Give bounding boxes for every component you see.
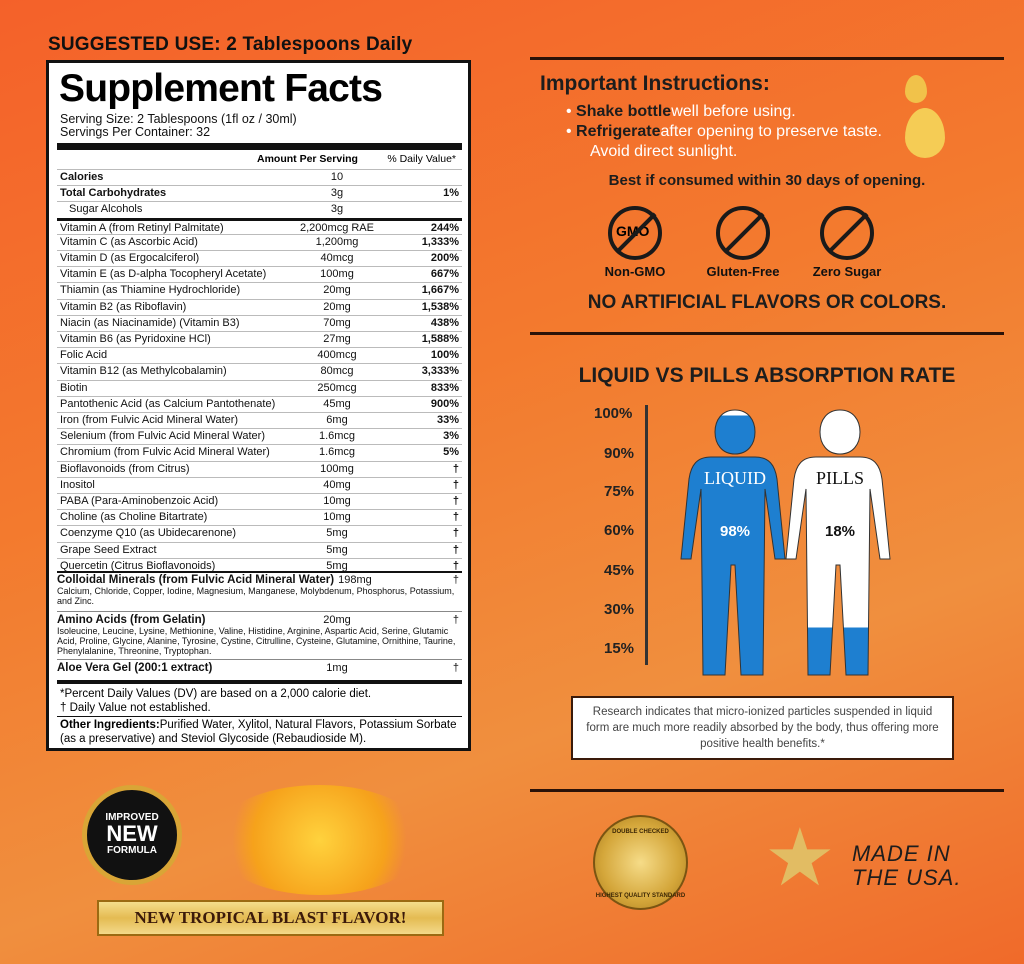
made-in-usa: MADE IN THE USA.	[852, 841, 962, 890]
nutrient-row: Quercetin (Citrus Bioflavonoids) 5mg †	[57, 557, 462, 574]
research-note: Research indicates that micro-ionized pa…	[571, 696, 954, 760]
no-artificial: NO ARTIFICIAL FLAVORS OR COLORS.	[587, 292, 947, 313]
divider	[530, 57, 1004, 60]
tropical-fruit-image	[212, 785, 427, 895]
amount-header: Amount Per Serving	[257, 153, 358, 165]
tick-label: 100%	[594, 405, 633, 422]
tick-label: 90%	[604, 445, 635, 462]
nutrient-row: Vitamin B2 (as Riboflavin) 20mg 1,538%	[57, 298, 462, 315]
nutrient-row: Pantothenic Acid (as Calcium Pantothenat…	[57, 395, 462, 412]
nutrient-row: PABA (Para-Aminobenzoic Acid) 10mg †	[57, 493, 462, 509]
footnotes: *Percent Daily Values (DV) are based on …	[60, 688, 372, 714]
pills-label: PILLS	[815, 468, 864, 488]
nutrient-row: Selenium (from Fulvic Acid Mineral Water…	[57, 428, 462, 444]
tick-label: 45%	[604, 562, 635, 579]
nutrient-row: Vitamin B6 (as Pyridoxine HCl) 27mg 1,588%	[57, 331, 462, 347]
improved-formula-badge: IMPROVED NEW FORMULA	[82, 785, 182, 885]
nutrient-row: Folic Acid 400mcg 100%	[57, 347, 462, 363]
flavor-banner: NEW TROPICAL BLAST FLAVOR!	[97, 900, 444, 936]
sugar-cube-icon	[820, 206, 874, 260]
nutrient-row: Vitamin B12 (as Methylcobalamin) 80mcg 3,3…	[57, 363, 462, 379]
suggested-use: SUGGESTED USE: 2 Tablespoons Daily	[48, 34, 413, 55]
absorption-title: LIQUID VS PILLS ABSORPTION RATE	[578, 364, 956, 387]
oil-drop-icon	[905, 108, 945, 158]
facts-title: Supplement Facts	[59, 67, 383, 110]
nutrient-row: Chromium (from Fulvic Acid Mineral Water…	[57, 444, 462, 460]
divider	[530, 789, 1004, 792]
tick-label: 30%	[604, 601, 635, 618]
nutrient-row: Thiamin (as Thiamine Hydrochloride) 20mg 1…	[57, 282, 462, 298]
liquid-label: LIQUID	[704, 468, 766, 488]
nutrient-row: Sugar Alcohols 3g	[57, 201, 462, 217]
best-if-consumed: Best if consumed within 30 days of openi…	[608, 172, 926, 189]
nutrient-row: Vitamin D (as Ergocalciferol) 40mcg 200%	[57, 250, 462, 266]
wheat-icon	[716, 206, 770, 260]
instructions-title: Important Instructions:	[540, 72, 770, 95]
aloe-vera-row: Aloe Vera Gel (200:1 extract) 1mg †	[57, 662, 459, 674]
pills-figure	[785, 409, 891, 676]
tick-label: 60%	[604, 522, 635, 539]
serving-size: Serving Size: 2 Tablespoons (1fl oz / 30…	[60, 112, 297, 126]
non-gmo-label: Non-GMO	[604, 264, 666, 279]
nutrient-row: Inositol 40mg †	[57, 476, 462, 493]
other-ingredients: Other Ingredients:Purified Water, Xylito…	[60, 719, 457, 745]
divider	[530, 332, 1004, 335]
liquid-figure	[680, 409, 786, 676]
supplement-facts-panel: Supplement Facts Serving Size: 2 Tablesp…	[46, 60, 471, 751]
nutrient-row: Coenzyme Q10 (as Ubidecarenone) 5mg †	[57, 525, 462, 541]
tick-label: 15%	[604, 640, 635, 657]
oil-drop-icon	[905, 75, 927, 103]
gluten-free-label: Gluten-Free	[706, 264, 780, 279]
quality-seal: DOUBLE CHECKED HIGHEST QUALITY STANDARD	[593, 815, 688, 910]
gmo-icon: GMO	[608, 206, 662, 260]
servings-per-container: Servings Per Container: 32	[60, 125, 211, 139]
tick-label: 75%	[604, 483, 635, 500]
usa-flag-star-icon: ★	[764, 813, 836, 902]
instructions-list: • Shake bottlewell before using. • Refri…	[566, 103, 882, 160]
nutrient-row: Iron (from Fulvic Acid Mineral Water) 6mg…	[57, 412, 462, 428]
colloidal-minerals-row: Colloidal Minerals (from Fulvic Acid Min…	[57, 574, 459, 606]
amino-acids-row: Amino Acids (from Gelatin) 20mg † Isoleuci…	[57, 614, 459, 656]
nutrient-row: Bioflavonoids (from Citrus) 100mg †	[57, 460, 462, 477]
nutrient-row: Grape Seed Extract 5mg †	[57, 541, 462, 558]
nutrient-row: Biotin 250mcg 833%	[57, 379, 462, 396]
nutrient-row: Niacin (as Niacinamide) (Vitamin B3) 70mg…	[57, 314, 462, 331]
nutrient-row: Vitamin C (as Ascorbic Acid) 1,200mg 1,333…	[57, 233, 462, 250]
scale-axis	[645, 405, 648, 665]
body-figures	[680, 409, 891, 676]
nutrient-row: Calories 10	[57, 169, 462, 185]
liquid-value: 98%	[719, 523, 751, 540]
dv-header: % Daily Value*	[387, 153, 456, 165]
nutrient-row: Total Carbohydrates 3g 1%	[57, 185, 462, 201]
zero-sugar-label: Zero Sugar	[812, 264, 882, 279]
nutrient-row: Vitamin A (from Retinyl Palmitate) 2,200m…	[57, 217, 462, 234]
nutrient-row: Vitamin E (as D-alpha Tocopheryl Acetate…	[57, 266, 462, 282]
nutrient-row: Choline (as Choline Bitartrate) 10mg †	[57, 509, 462, 525]
pills-value: 18%	[824, 523, 856, 540]
